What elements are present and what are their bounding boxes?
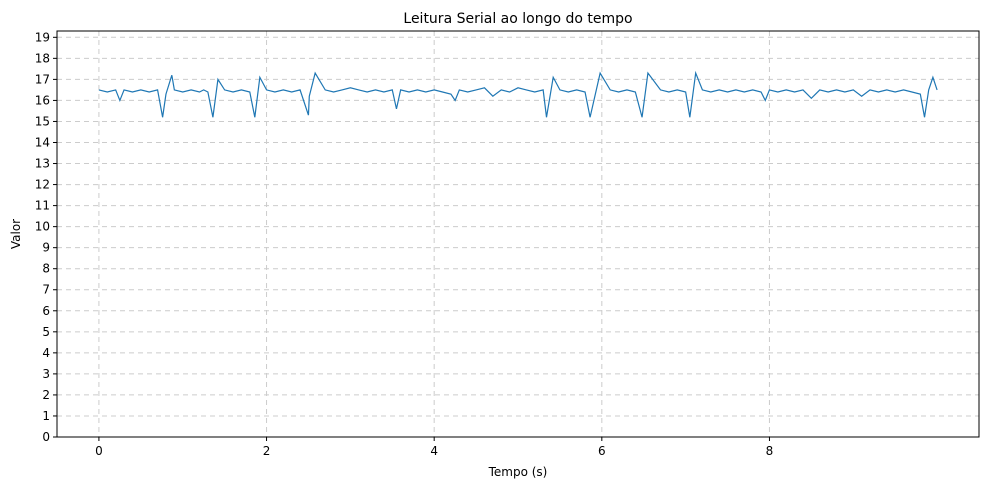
plot-frame (56, 30, 980, 438)
y-tick-label: 18 (35, 51, 50, 65)
x-tick-label: 8 (766, 444, 774, 458)
series-line (98, 70, 938, 118)
y-tick-label: 8 (42, 262, 50, 276)
y-tick-label: 17 (35, 72, 50, 86)
y-tick-label: 1 (42, 409, 50, 423)
y-tick-label: 6 (42, 304, 50, 318)
y-tick-label: 15 (35, 114, 50, 128)
x-axis-label: Tempo (s) (488, 465, 548, 479)
grid (57, 31, 979, 438)
y-tick-label: 12 (35, 178, 50, 192)
y-tick-label: 13 (35, 157, 50, 171)
x-tick-label: 4 (430, 444, 438, 458)
y-tick-label: 9 (42, 241, 50, 255)
y-tick-label: 4 (42, 346, 50, 360)
y-tick-label: 16 (35, 93, 50, 107)
y-tick-label: 11 (35, 199, 50, 213)
y-tick-label: 7 (42, 283, 50, 297)
y-tick-label: 14 (35, 135, 50, 149)
y-axis-label: Valor (9, 219, 23, 249)
y-tick-label: 0 (42, 430, 50, 444)
chart-title: Leitura Serial ao longo do tempo (403, 11, 632, 27)
y-tick-label: 3 (42, 367, 50, 381)
y-tick-label: 2 (42, 388, 50, 402)
y-tick-label: 5 (42, 325, 50, 339)
x-tick-label: 2 (263, 444, 271, 458)
y-tick-label: 19 (35, 30, 50, 44)
x-tick-label: 6 (598, 444, 606, 458)
x-ticks: 0 2 4 6 8 (95, 437, 773, 458)
x-tick-label: 0 (95, 444, 103, 458)
y-tick-label: 10 (35, 220, 50, 234)
